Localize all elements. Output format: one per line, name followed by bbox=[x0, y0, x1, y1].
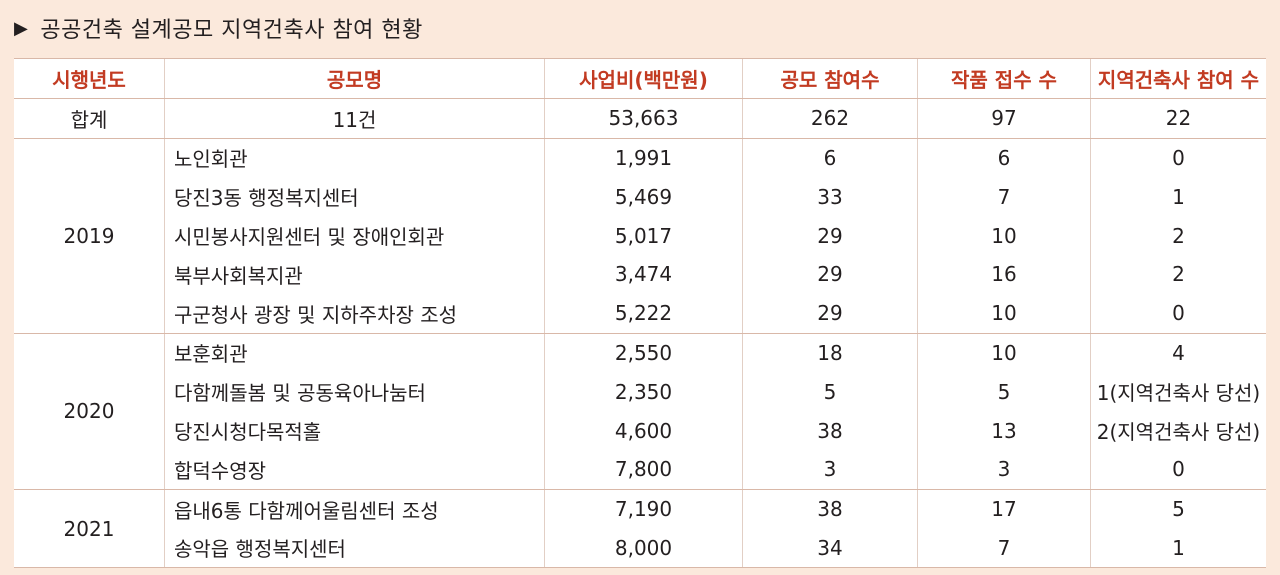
submissions-cell: 5 bbox=[918, 372, 1091, 412]
budget-cell: 3,474 bbox=[545, 254, 743, 294]
local-architects-cell: 4 bbox=[1172, 340, 1185, 365]
budget-cell: 2,350 bbox=[545, 372, 743, 412]
header-local-architects: 지역건축사 참여 수 bbox=[1097, 67, 1260, 92]
year-group: 2021 읍내6통 다함께어울림센터 조성 7,190 38 17 5 송악읍 행정복지센터… bbox=[14, 489, 1266, 568]
year-groups: 2019 노인회관 1,991 6 6 0 당진3동 행정복지센터 5,469 33 7 1 시민봉사… bbox=[14, 138, 1266, 568]
header-year: 시행년도 bbox=[14, 59, 165, 98]
submissions-cell: 7 bbox=[918, 528, 1091, 568]
table-row: 당진시청다목적홀 4,600 38 13 2(지역건축사 당선) bbox=[165, 411, 1266, 450]
local-architects-cell: 2 bbox=[1172, 262, 1185, 287]
table-row: 북부사회복지관 3,474 29 16 2 bbox=[165, 254, 1266, 294]
table-header: 시행년도 공모명 사업비(백만원) 공모 참여수 작품 접수 수 지역건축사 참… bbox=[14, 59, 1266, 99]
budget-cell: 2,550 bbox=[545, 333, 743, 373]
total-budget: 53,663 bbox=[545, 98, 743, 138]
project-name-cell: 합덕수영장 bbox=[165, 449, 545, 489]
table-row: 합덕수영장 7,800 3 3 0 bbox=[165, 449, 1266, 489]
submissions-cell: 13 bbox=[918, 411, 1091, 450]
triangle-right-icon: ▶ bbox=[14, 17, 29, 39]
total-row: 합계 11건 53,663 262 97 22 bbox=[14, 98, 1266, 139]
budget-cell: 8,000 bbox=[545, 528, 743, 568]
budget-cell: 7,190 bbox=[545, 489, 743, 529]
submissions-cell: 10 bbox=[918, 216, 1091, 255]
submissions-cell: 6 bbox=[918, 138, 1091, 178]
table-row: 노인회관 1,991 6 6 0 bbox=[165, 138, 1266, 178]
participants-cell: 29 bbox=[743, 216, 918, 255]
submissions-cell: 3 bbox=[918, 449, 1091, 489]
participants-cell: 3 bbox=[743, 449, 918, 489]
total-submissions: 97 bbox=[918, 98, 1091, 138]
participants-cell: 6 bbox=[743, 138, 918, 178]
local-architects-cell: 0 bbox=[1172, 145, 1185, 170]
table-row: 시민봉사지원센터 및 장애인회관 5,017 29 10 2 bbox=[165, 216, 1266, 255]
total-participants: 262 bbox=[743, 98, 918, 138]
submissions-cell: 17 bbox=[918, 489, 1091, 529]
table-row: 송악읍 행정복지센터 8,000 34 7 1 bbox=[165, 528, 1266, 568]
total-count: 11건 bbox=[165, 98, 545, 138]
submissions-cell: 10 bbox=[918, 293, 1091, 333]
year-group: 2020 보훈회관 2,550 18 10 4 다함께돌봄 및 공동육아나눔터 2,350 5 5… bbox=[14, 333, 1266, 490]
participants-cell: 18 bbox=[743, 333, 918, 373]
local-architects-cell: 1 bbox=[1172, 535, 1185, 560]
participation-table: 시행년도 공모명 사업비(백만원) 공모 참여수 작품 접수 수 지역건축사 참… bbox=[14, 58, 1266, 569]
year-cell: 2020 bbox=[14, 333, 165, 489]
table-row: 다함께돌봄 및 공동육아나눔터 2,350 5 5 1(지역건축사 당선) bbox=[165, 372, 1266, 412]
project-name-cell: 다함께돌봄 및 공동육아나눔터 bbox=[165, 372, 545, 412]
table-row: 구군청사 광장 및 지하주차장 조성 5,222 29 10 0 bbox=[165, 293, 1266, 333]
total-local-architects: 22 bbox=[1165, 106, 1192, 131]
participants-cell: 29 bbox=[743, 254, 918, 294]
budget-cell: 1,991 bbox=[545, 138, 743, 178]
participants-cell: 38 bbox=[743, 411, 918, 450]
year-group: 2019 노인회관 1,991 6 6 0 당진3동 행정복지센터 5,469 33 7 1 시민봉사… bbox=[14, 138, 1266, 334]
budget-cell: 7,800 bbox=[545, 449, 743, 489]
table-row: 보훈회관 2,550 18 10 4 bbox=[165, 333, 1266, 373]
local-architects-cell: 2 bbox=[1172, 223, 1185, 248]
header-submissions: 작품 접수 수 bbox=[918, 59, 1091, 98]
participants-cell: 33 bbox=[743, 177, 918, 217]
budget-cell: 5,222 bbox=[545, 293, 743, 333]
budget-cell: 5,469 bbox=[545, 177, 743, 217]
header-name: 공모명 bbox=[165, 59, 545, 98]
local-architects-cell: 1 bbox=[1172, 184, 1185, 209]
title-text: 공공건축 설계공모 지역건축사 참여 현황 bbox=[40, 18, 423, 43]
table-row: 읍내6통 다함께어울림센터 조성 7,190 38 17 5 bbox=[165, 489, 1266, 529]
year-cell: 2021 bbox=[14, 489, 165, 568]
project-name-cell: 당진3동 행정복지센터 bbox=[165, 177, 545, 217]
local-architects-cell: 2(지역건축사 당선) bbox=[1096, 420, 1261, 445]
local-architects-cell: 1(지역건축사 당선) bbox=[1096, 381, 1261, 406]
budget-cell: 5,017 bbox=[545, 216, 743, 255]
header-budget: 사업비(백만원) bbox=[545, 59, 743, 98]
project-name-cell: 노인회관 bbox=[165, 138, 545, 178]
project-name-cell: 구군청사 광장 및 지하주차장 조성 bbox=[165, 293, 545, 333]
participants-cell: 38 bbox=[743, 489, 918, 529]
project-name-cell: 송악읍 행정복지센터 bbox=[165, 528, 545, 568]
project-name-cell: 당진시청다목적홀 bbox=[165, 411, 545, 450]
budget-cell: 4,600 bbox=[545, 411, 743, 450]
project-name-cell: 읍내6통 다함께어울림센터 조성 bbox=[165, 489, 545, 529]
submissions-cell: 16 bbox=[918, 254, 1091, 294]
total-label: 합계 bbox=[14, 98, 165, 138]
submissions-cell: 10 bbox=[918, 333, 1091, 373]
project-name-cell: 시민봉사지원센터 및 장애인회관 bbox=[165, 216, 545, 255]
participants-cell: 5 bbox=[743, 372, 918, 412]
local-architects-cell: 0 bbox=[1172, 301, 1185, 326]
submissions-cell: 7 bbox=[918, 177, 1091, 217]
project-name-cell: 보훈회관 bbox=[165, 333, 545, 373]
project-name-cell: 북부사회복지관 bbox=[165, 254, 545, 294]
header-participants: 공모 참여수 bbox=[743, 59, 918, 98]
page-title: ▶ 공공건축 설계공모 지역건축사 참여 현황 bbox=[14, 8, 423, 48]
participants-cell: 34 bbox=[743, 528, 918, 568]
local-architects-cell: 0 bbox=[1172, 457, 1185, 482]
table-row: 당진3동 행정복지센터 5,469 33 7 1 bbox=[165, 177, 1266, 217]
local-architects-cell: 5 bbox=[1172, 497, 1185, 522]
year-cell: 2019 bbox=[14, 138, 165, 333]
participants-cell: 29 bbox=[743, 293, 918, 333]
